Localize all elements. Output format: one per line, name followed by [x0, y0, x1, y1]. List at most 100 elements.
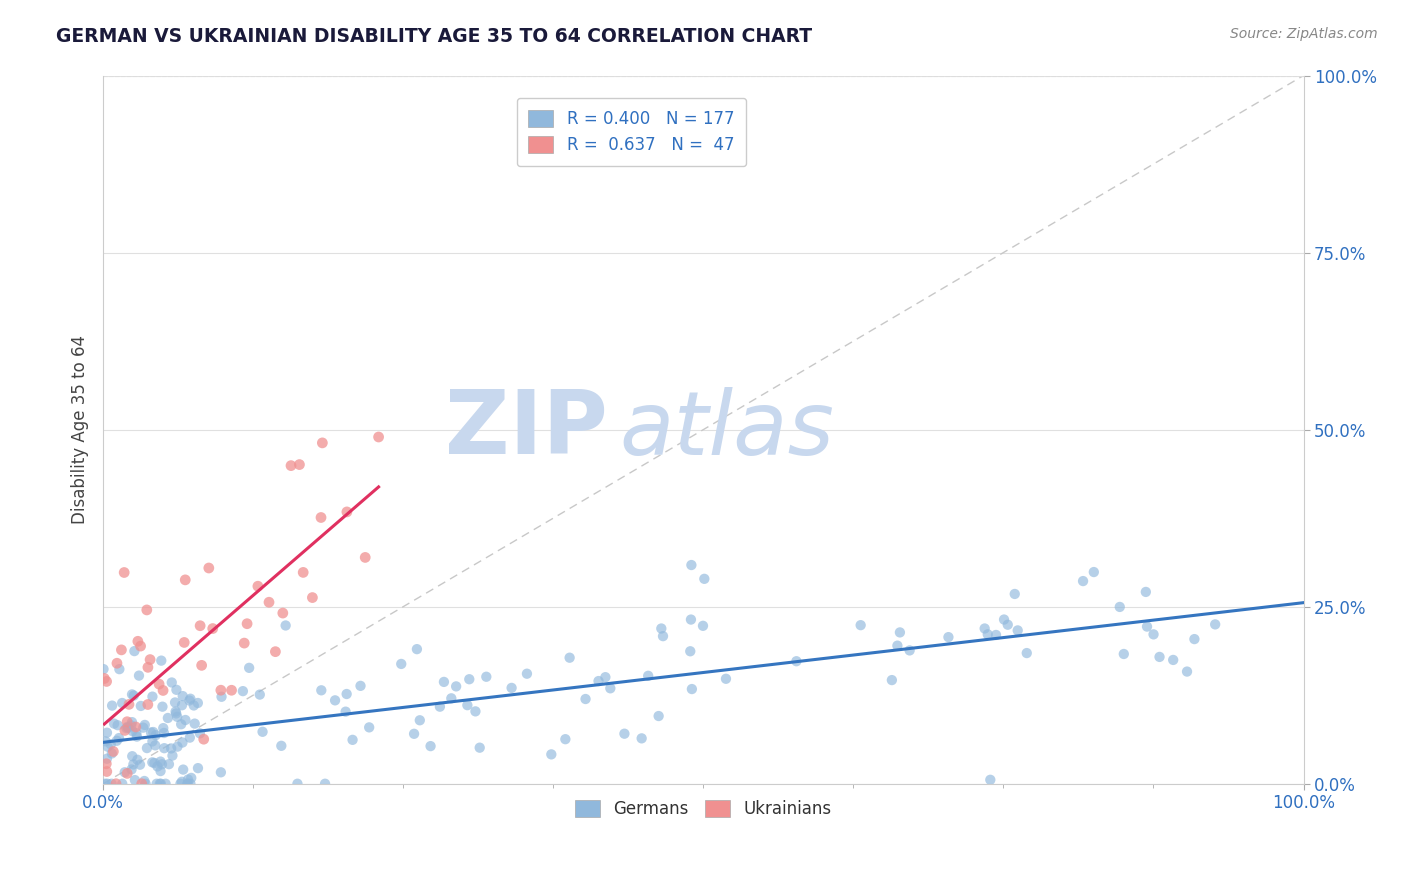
Point [183, 698, 205, 713]
Point [681, 558, 703, 572]
Point [292, 566, 315, 580]
Point [142, 725, 165, 739]
Point [136, 741, 159, 756]
Point [129, 757, 152, 772]
Point [103, 716, 125, 731]
Point [143, 756, 166, 770]
Point [1007, 624, 1029, 638]
Point [637, 669, 659, 683]
Point [124, 644, 146, 658]
Point [349, 679, 371, 693]
Point [311, 683, 333, 698]
Point [1184, 632, 1206, 646]
Point [468, 740, 491, 755]
Point [1161, 653, 1184, 667]
Point [96, 725, 118, 739]
Point [1112, 647, 1135, 661]
Point [169, 777, 191, 791]
Point [280, 458, 302, 473]
Point [456, 698, 478, 713]
Point [170, 774, 193, 789]
Point [1108, 599, 1130, 614]
Point [354, 550, 377, 565]
Point [599, 681, 621, 696]
Point [342, 732, 364, 747]
Point [132, 721, 155, 735]
Point [288, 458, 311, 472]
Point [145, 728, 167, 742]
Point [271, 606, 294, 620]
Point [115, 766, 138, 780]
Point [188, 726, 211, 740]
Point [554, 732, 576, 747]
Point [335, 705, 357, 719]
Point [136, 698, 159, 712]
Point [270, 739, 292, 753]
Point [157, 757, 180, 772]
Point [134, 718, 156, 732]
Point [149, 755, 172, 769]
Point [433, 674, 456, 689]
Point [101, 698, 124, 713]
Point [997, 617, 1019, 632]
Point [221, 683, 243, 698]
Point [979, 772, 1001, 787]
Point [180, 771, 202, 785]
Point [880, 673, 903, 687]
Point [122, 689, 145, 703]
Point [252, 724, 274, 739]
Point [190, 658, 212, 673]
Point [187, 696, 209, 710]
Point [103, 744, 125, 758]
Point [984, 628, 1007, 642]
Point [160, 741, 183, 756]
Point [336, 505, 359, 519]
Point [501, 681, 523, 695]
Point [173, 635, 195, 649]
Point [176, 777, 198, 791]
Point [122, 757, 145, 772]
Point [301, 591, 323, 605]
Y-axis label: Disability Age 35 to 64: Disability Age 35 to 64 [72, 335, 89, 524]
Point [96, 764, 118, 779]
Text: ZIP: ZIP [444, 386, 607, 473]
Point [201, 622, 224, 636]
Point [124, 773, 146, 788]
Point [1136, 619, 1159, 633]
Point [127, 753, 149, 767]
Legend: Germans, Ukrainians: Germans, Ukrainians [568, 794, 838, 825]
Point [108, 731, 131, 745]
Point [172, 689, 194, 703]
Point [558, 650, 581, 665]
Point [141, 756, 163, 770]
Point [93, 662, 115, 676]
Point [179, 691, 201, 706]
Point [93, 672, 115, 686]
Point [440, 691, 463, 706]
Point [160, 675, 183, 690]
Point [595, 670, 617, 684]
Point [121, 724, 143, 739]
Point [257, 595, 280, 609]
Point [264, 645, 287, 659]
Point [679, 644, 702, 658]
Point [574, 692, 596, 706]
Point [128, 668, 150, 682]
Point [163, 696, 186, 710]
Point [249, 688, 271, 702]
Point [108, 662, 131, 676]
Point [406, 642, 429, 657]
Point [136, 660, 159, 674]
Point [97, 739, 120, 754]
Point [96, 674, 118, 689]
Point [647, 709, 669, 723]
Point [630, 731, 652, 746]
Point [1071, 574, 1094, 588]
Point [993, 613, 1015, 627]
Point [170, 717, 193, 731]
Point [475, 670, 498, 684]
Point [145, 777, 167, 791]
Point [172, 763, 194, 777]
Point [172, 735, 194, 749]
Point [110, 643, 132, 657]
